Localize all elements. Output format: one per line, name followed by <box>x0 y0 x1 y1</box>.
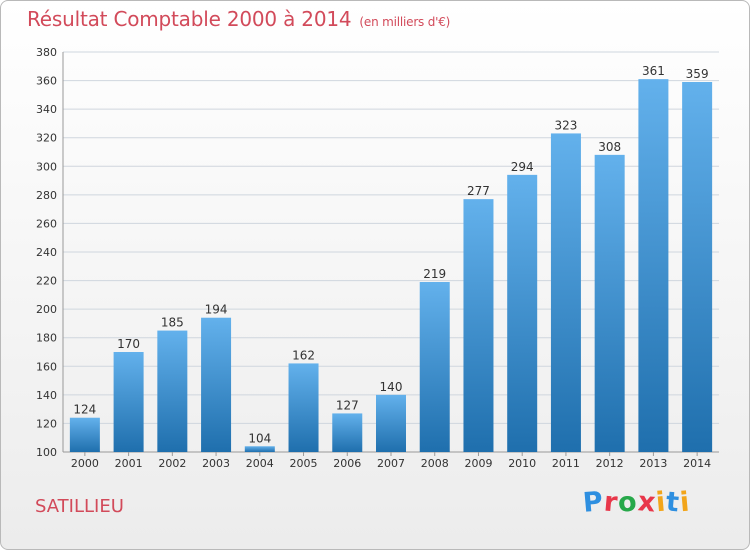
data-label: 140 <box>380 380 403 394</box>
y-tick-label: 180 <box>36 332 57 345</box>
bar <box>69 417 100 452</box>
x-tick-label: 2007 <box>377 457 405 470</box>
x-tick-label: 2014 <box>683 457 711 470</box>
x-tick-label: 2009 <box>464 457 492 470</box>
data-label: 294 <box>511 160 534 174</box>
logo-letter: o <box>616 486 640 519</box>
y-tick-label: 220 <box>36 275 57 288</box>
y-tick-label: 320 <box>36 132 57 145</box>
data-label: 104 <box>248 431 271 445</box>
bar <box>376 394 406 452</box>
bar <box>113 352 144 452</box>
bar <box>594 154 625 452</box>
bar <box>244 446 275 452</box>
bar <box>463 199 494 452</box>
data-label: 361 <box>642 64 665 78</box>
data-label: 127 <box>336 398 359 412</box>
y-tick-label: 300 <box>36 160 57 173</box>
bar <box>157 330 188 452</box>
data-label: 124 <box>73 403 96 417</box>
y-tick-label: 140 <box>36 389 57 402</box>
x-tick-label: 2008 <box>421 457 449 470</box>
chart-title-text: Résultat Comptable 2000 à 2014 <box>27 7 352 31</box>
bar <box>288 363 319 452</box>
x-tick-label: 2000 <box>71 457 99 470</box>
y-tick-label: 340 <box>36 103 57 116</box>
bar <box>682 82 713 452</box>
bar <box>419 282 450 452</box>
x-tick-label: 2012 <box>596 457 624 470</box>
x-tick-label: 2010 <box>508 457 536 470</box>
x-tick-label: 2004 <box>246 457 274 470</box>
y-tick-label: 280 <box>36 189 57 202</box>
x-tick-label: 2013 <box>639 457 667 470</box>
x-tick-label: 2005 <box>290 457 318 470</box>
logo-letter: P <box>581 486 606 519</box>
y-tick-label: 160 <box>36 360 57 373</box>
y-tick-label: 200 <box>36 303 57 316</box>
bar <box>638 79 669 453</box>
data-label: 170 <box>117 337 140 351</box>
data-label: 323 <box>554 118 577 132</box>
y-tick-label: 260 <box>36 217 57 230</box>
data-label: 194 <box>205 303 228 317</box>
bar <box>201 317 232 452</box>
data-label: 277 <box>467 184 490 198</box>
chart-title: Résultat Comptable 2000 à 2014 (en millie… <box>27 7 450 31</box>
x-tick-label: 2011 <box>552 457 580 470</box>
y-tick-label: 120 <box>36 417 57 430</box>
bar <box>507 174 538 452</box>
y-tick-label: 380 <box>36 46 57 59</box>
x-tick-label: 2002 <box>158 457 186 470</box>
data-label: 162 <box>292 348 315 362</box>
bar <box>550 133 581 452</box>
bar <box>332 413 363 452</box>
data-label: 219 <box>423 267 446 281</box>
y-tick-label: 240 <box>36 246 57 259</box>
data-label: 308 <box>598 140 621 154</box>
logo-letter: i <box>678 486 692 519</box>
chart-subtitle: (en milliers d'€) <box>359 15 451 29</box>
data-label: 359 <box>686 67 709 81</box>
x-tick-label: 2006 <box>333 457 361 470</box>
y-tick-label: 360 <box>36 75 57 88</box>
proxiti-logo: Proxiti <box>581 486 692 519</box>
commune-name: SATILLIEU <box>35 496 124 517</box>
x-tick-label: 2001 <box>115 457 143 470</box>
y-tick-label: 100 <box>36 446 57 459</box>
x-tick-label: 2003 <box>202 457 230 470</box>
data-label: 185 <box>161 316 184 330</box>
